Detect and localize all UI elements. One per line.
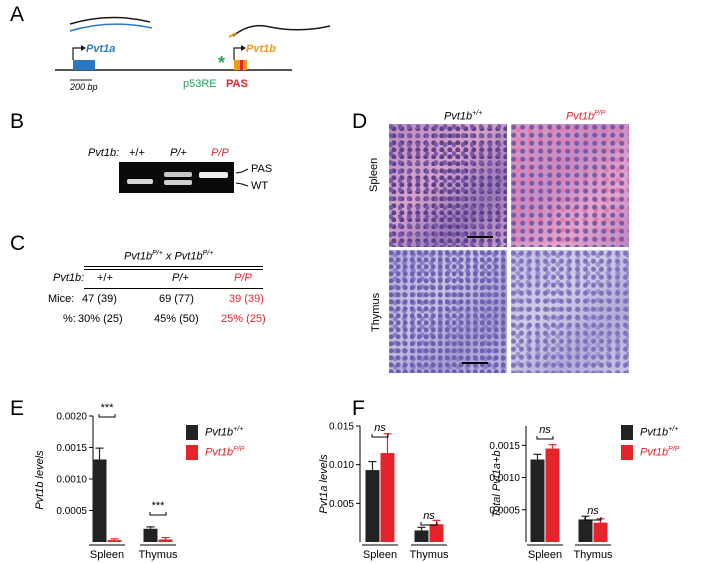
- bar-2-0-0: [530, 459, 545, 542]
- pvt1b-label: Pvt1b: [246, 43, 276, 55]
- x-tick-label-0-0: Spleen: [90, 549, 124, 561]
- y-tick-label-0-2: 0.0010: [56, 475, 87, 486]
- sig-label-0-1: ***: [152, 500, 166, 512]
- gel-image: [119, 162, 234, 193]
- sig-label-1-1: ns: [423, 510, 435, 522]
- y-axis-label-1: Pvt1a levels: [318, 454, 330, 514]
- legend-e-label-pp: Pvt1bP/P: [205, 446, 245, 459]
- gel-band-pointers: [235, 168, 249, 187]
- panel-letter-a: A: [10, 3, 25, 26]
- bar-1-0-0: [365, 470, 380, 542]
- sig-label-2-1: ns: [587, 505, 599, 517]
- row-mice-val-3: 39 (39): [229, 293, 264, 305]
- bar-2-0-1: [545, 448, 560, 542]
- pvt1a-label: Pvt1a: [86, 43, 116, 55]
- legend-e-label-wt: Pvt1b+/+: [205, 426, 244, 439]
- row-pct-val-1: 30% (25): [78, 313, 123, 325]
- y-tick-label-1-1: 0.010: [329, 460, 354, 471]
- gel-lane-1: +/+: [129, 147, 145, 159]
- histo-spleen-pp: [511, 124, 629, 247]
- y-tick-label-0-0: 0.0020: [56, 412, 87, 423]
- p53re-label: p53RE: [183, 78, 217, 90]
- x-tick-label-2-1: Thymus: [573, 549, 613, 561]
- bar-1-1-0: [414, 530, 429, 542]
- row-pct-label: %:: [63, 313, 76, 325]
- x-tick-label-2-0: Spleen: [528, 549, 562, 561]
- table-rule-3: [84, 288, 263, 289]
- sig-bracket-1-1: [420, 522, 438, 526]
- panel-letter-e: E: [10, 397, 25, 420]
- legend-e-swatch-wt: [186, 425, 198, 440]
- table-col-1: +/+: [97, 272, 113, 284]
- sig-bracket-0-1: [149, 512, 167, 516]
- row-pct-val-3: 25% (25): [221, 313, 266, 325]
- bar-1-0-1: [380, 453, 395, 542]
- bar-2-1-0: [578, 519, 593, 542]
- histo-thymus-pp: [511, 250, 629, 373]
- gel-wt-label: WT: [251, 180, 269, 192]
- x-tick-label-1-1: Thymus: [409, 549, 449, 561]
- gel-pas-label: PAS: [251, 163, 273, 175]
- y-tick-label-2-0: 0.0015: [489, 441, 520, 452]
- row-mice-label: Mice:: [48, 293, 75, 305]
- bar-0-0-1: [107, 540, 122, 542]
- row-pct-val-2: 45% (50): [154, 313, 199, 325]
- y-tick-label-0-1: 0.0015: [56, 443, 87, 454]
- sig-label-1-0: ns: [374, 422, 386, 434]
- y-tick-label-2-2: 0.0005: [489, 505, 520, 516]
- x-tick-label-0-1: Thymus: [138, 549, 178, 561]
- bar-1-1-1: [429, 524, 444, 542]
- panel-letter-d: D: [352, 110, 368, 133]
- y-axis-label-0: Pvt1b levels: [34, 450, 46, 510]
- panel-letter-c: C: [10, 232, 26, 255]
- x-tick-label-1-0: Spleen: [363, 549, 397, 561]
- y-tick-label-1-2: 0.005: [329, 499, 354, 510]
- gel-genotype-label: Pvt1b:: [88, 147, 120, 159]
- pas-label: PAS: [226, 78, 248, 90]
- histo-col-2-label: Pvt1bP/P: [566, 110, 606, 123]
- sig-bracket-1-0: [371, 434, 389, 438]
- cross-title: Pvt1bP/+ x Pvt1bP/+: [124, 250, 214, 263]
- panel-letter-b: B: [10, 110, 25, 133]
- histo-thymus-wt: [389, 250, 507, 373]
- scale-bar-label: 200 bp: [70, 82, 98, 92]
- legend-f-label-pp: Pvt1bP/P: [640, 446, 680, 459]
- p53re-star: *: [218, 53, 226, 73]
- gel-lane-2: P/+: [170, 147, 187, 159]
- histo-spleen-wt: [389, 124, 507, 247]
- legend-f-label-wt: Pvt1b+/+: [640, 426, 679, 439]
- legend-f-swatch-pp: [621, 445, 633, 460]
- table-col-3: P/P: [234, 272, 252, 284]
- histo-col-1-label: Pvt1b+/+: [444, 110, 483, 123]
- bar-2-1-1: [593, 522, 608, 542]
- sig-label-2-0: ns: [539, 424, 551, 436]
- row-mice-val-1: 47 (39): [82, 293, 117, 305]
- bar-0-1-1: [158, 539, 173, 542]
- y-tick-label-1-0: 0.015: [329, 422, 354, 433]
- gel-lane-3: P/P: [211, 147, 229, 159]
- y-axis-label-2: Total Pvt1a+b: [491, 450, 503, 517]
- table-rule-2: [84, 269, 263, 270]
- panel-letter-f: F: [352, 397, 365, 420]
- y-tick-label-0-3: 0.0005: [56, 506, 87, 517]
- row-mice-val-2: 69 (77): [159, 293, 194, 305]
- table-rule-1: [84, 266, 263, 267]
- legend-e-swatch-pp: [186, 445, 198, 460]
- sig-bracket-2-0: [536, 436, 554, 440]
- y-tick-label-2-1: 0.0010: [489, 473, 520, 484]
- bar-0-1-0: [143, 528, 158, 542]
- bar-0-0-0: [92, 459, 107, 542]
- table-col-2: P/+: [172, 272, 189, 284]
- pvt1a-exon: [73, 60, 95, 70]
- sig-bracket-0-0: [98, 414, 116, 418]
- legend-f-swatch-wt: [621, 425, 633, 440]
- sig-bracket-2-1: [584, 517, 602, 521]
- sig-label-0-0: ***: [101, 402, 115, 414]
- table-header-label: Pvt1b:: [53, 272, 85, 284]
- gene-diagram: [55, 16, 331, 81]
